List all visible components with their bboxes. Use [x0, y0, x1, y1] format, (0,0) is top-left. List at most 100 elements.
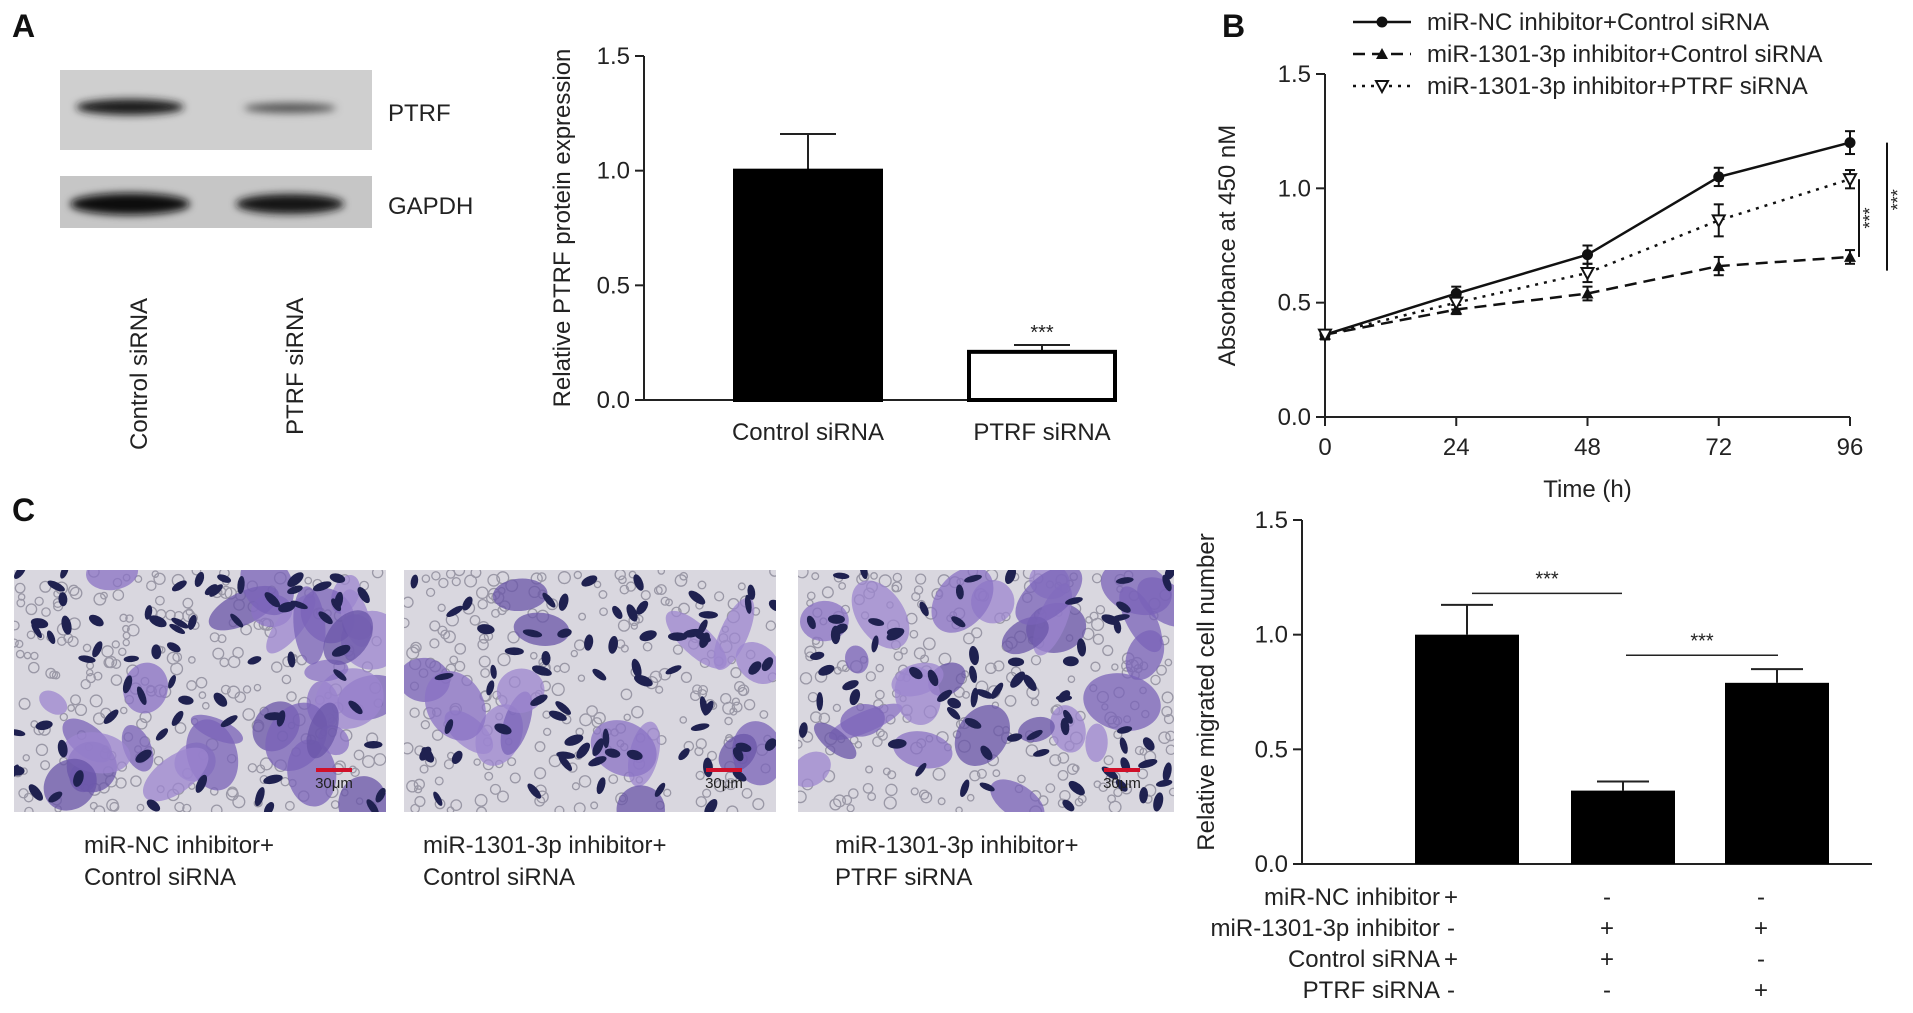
micrograph-nucleus	[1115, 577, 1134, 584]
micrograph-cell	[1137, 577, 1174, 627]
micrograph-pore	[410, 803, 420, 812]
micrograph-pore	[353, 749, 365, 761]
micrograph-pore	[798, 790, 807, 804]
micrograph-nucleus	[1111, 614, 1130, 622]
micrograph-pore	[993, 660, 1005, 672]
chart-c-condition-mark: -	[1603, 977, 1611, 1004]
micrograph-nucleus	[220, 715, 238, 728]
panel-letter-b: B	[1222, 8, 1246, 44]
micrograph-pore	[937, 797, 946, 806]
micrograph-nucleus	[937, 689, 953, 702]
micrograph-pore	[1113, 787, 1123, 798]
micrograph-nucleus	[287, 585, 303, 595]
micrograph-pore	[174, 722, 187, 734]
chart-b-x-tick-label: 0	[1318, 434, 1331, 461]
micrograph-nucleus	[290, 600, 308, 610]
micrograph-pore	[110, 674, 123, 686]
chart-b-point	[1448, 296, 1464, 311]
micrograph-cell	[123, 662, 169, 714]
micrograph-pore	[1107, 794, 1116, 804]
micrograph-nucleus	[1068, 780, 1085, 796]
chart-c-condition-label: Control siRNA	[1288, 946, 1440, 973]
micrograph-pore	[985, 662, 997, 675]
micrograph-pore	[125, 614, 134, 623]
chart-b-series-line-1	[1324, 141, 1851, 336]
micrograph-pore	[118, 647, 127, 657]
micrograph-nucleus	[541, 651, 551, 666]
micrograph-cell	[39, 690, 68, 715]
micrograph-pore	[865, 765, 874, 774]
micrograph-pore	[67, 635, 79, 648]
micrograph-nucleus	[639, 630, 657, 642]
chart-c-condition-mark: -	[1447, 977, 1455, 1004]
micrograph-pore	[25, 603, 38, 616]
micrograph-cell	[424, 670, 486, 741]
micrograph-cell	[840, 704, 885, 737]
micrograph-nucleus	[960, 779, 970, 797]
micrograph-pore	[620, 688, 633, 701]
micrograph-nucleus	[48, 791, 63, 803]
micrograph-pore	[188, 656, 196, 664]
micrograph-nucleus	[612, 605, 623, 619]
micrograph-nucleus	[955, 584, 964, 600]
micrograph-nucleus	[364, 741, 383, 749]
micrograph-nucleus	[693, 631, 711, 643]
chart-c-y-tick-label: 0.0	[1255, 851, 1288, 878]
micrograph-pore	[554, 805, 565, 812]
micrograph-nucleus	[980, 745, 993, 760]
micrograph-pore	[234, 691, 246, 703]
micrograph-caption-1: miR-NC inhibitor+ Control siRNA	[84, 832, 275, 891]
micrograph-nucleus	[92, 641, 103, 658]
micrograph-pore	[469, 614, 481, 626]
micrograph-pore	[226, 786, 238, 798]
micrograph-pore	[737, 582, 746, 591]
micrograph-nucleus	[636, 600, 649, 615]
micrograph-nucleus	[631, 658, 642, 678]
micrograph-nucleus	[809, 651, 825, 661]
micrograph-pore	[598, 590, 608, 599]
micrograph-pore	[220, 684, 231, 695]
micrograph-inhibitor-ptrf: 30μm	[798, 570, 1174, 812]
micrograph-pore	[579, 713, 593, 727]
micrograph-cell	[990, 779, 1045, 812]
micrograph-nucleus	[633, 574, 644, 591]
micrograph-pore	[870, 572, 878, 580]
micrograph-pore	[41, 607, 51, 617]
micrograph-pore	[1092, 633, 1104, 645]
micrograph-pore	[798, 739, 803, 749]
micrograph-pore	[1102, 644, 1114, 657]
micrograph-cell	[665, 610, 727, 669]
micrograph-pore	[743, 698, 756, 711]
micrograph-pore	[1049, 754, 1062, 767]
micrograph-nucleus	[584, 634, 594, 651]
micrograph-nucleus	[927, 669, 939, 687]
micrograph-nucleus	[665, 665, 682, 675]
micrograph-pore	[271, 661, 283, 673]
micrograph-pore	[1090, 661, 1101, 672]
micrograph-nucleus	[348, 700, 363, 715]
micrograph-nucleus	[1023, 674, 1037, 691]
micrograph-nucleus	[1062, 799, 1075, 812]
micrograph-pore	[431, 729, 444, 741]
micrograph-nucleus	[558, 593, 569, 611]
micrograph-pore	[658, 667, 672, 681]
micrograph-pore	[34, 596, 44, 606]
micrograph-pore	[571, 782, 581, 791]
micrograph-nucleus	[329, 573, 346, 583]
micrograph-nucleus	[747, 584, 756, 600]
micrograph-pore	[833, 666, 842, 675]
micrograph-nucleus	[964, 574, 982, 583]
micrograph-pore	[453, 570, 466, 577]
chart-c-bar	[1571, 790, 1675, 864]
micrograph-nucleus	[204, 584, 218, 596]
micrograph-nucleus	[151, 644, 162, 660]
chart-c-condition-mark: -	[1757, 884, 1765, 911]
chart-c-bar	[1415, 634, 1519, 864]
chart-a-bar	[967, 349, 1117, 402]
micrograph-cell	[190, 714, 244, 744]
micrograph-nucleus	[46, 630, 56, 645]
micrograph-pore	[590, 801, 599, 810]
micrograph-nucleus	[592, 738, 604, 757]
micrograph-pore	[913, 585, 924, 595]
micrograph-pore	[484, 771, 494, 781]
